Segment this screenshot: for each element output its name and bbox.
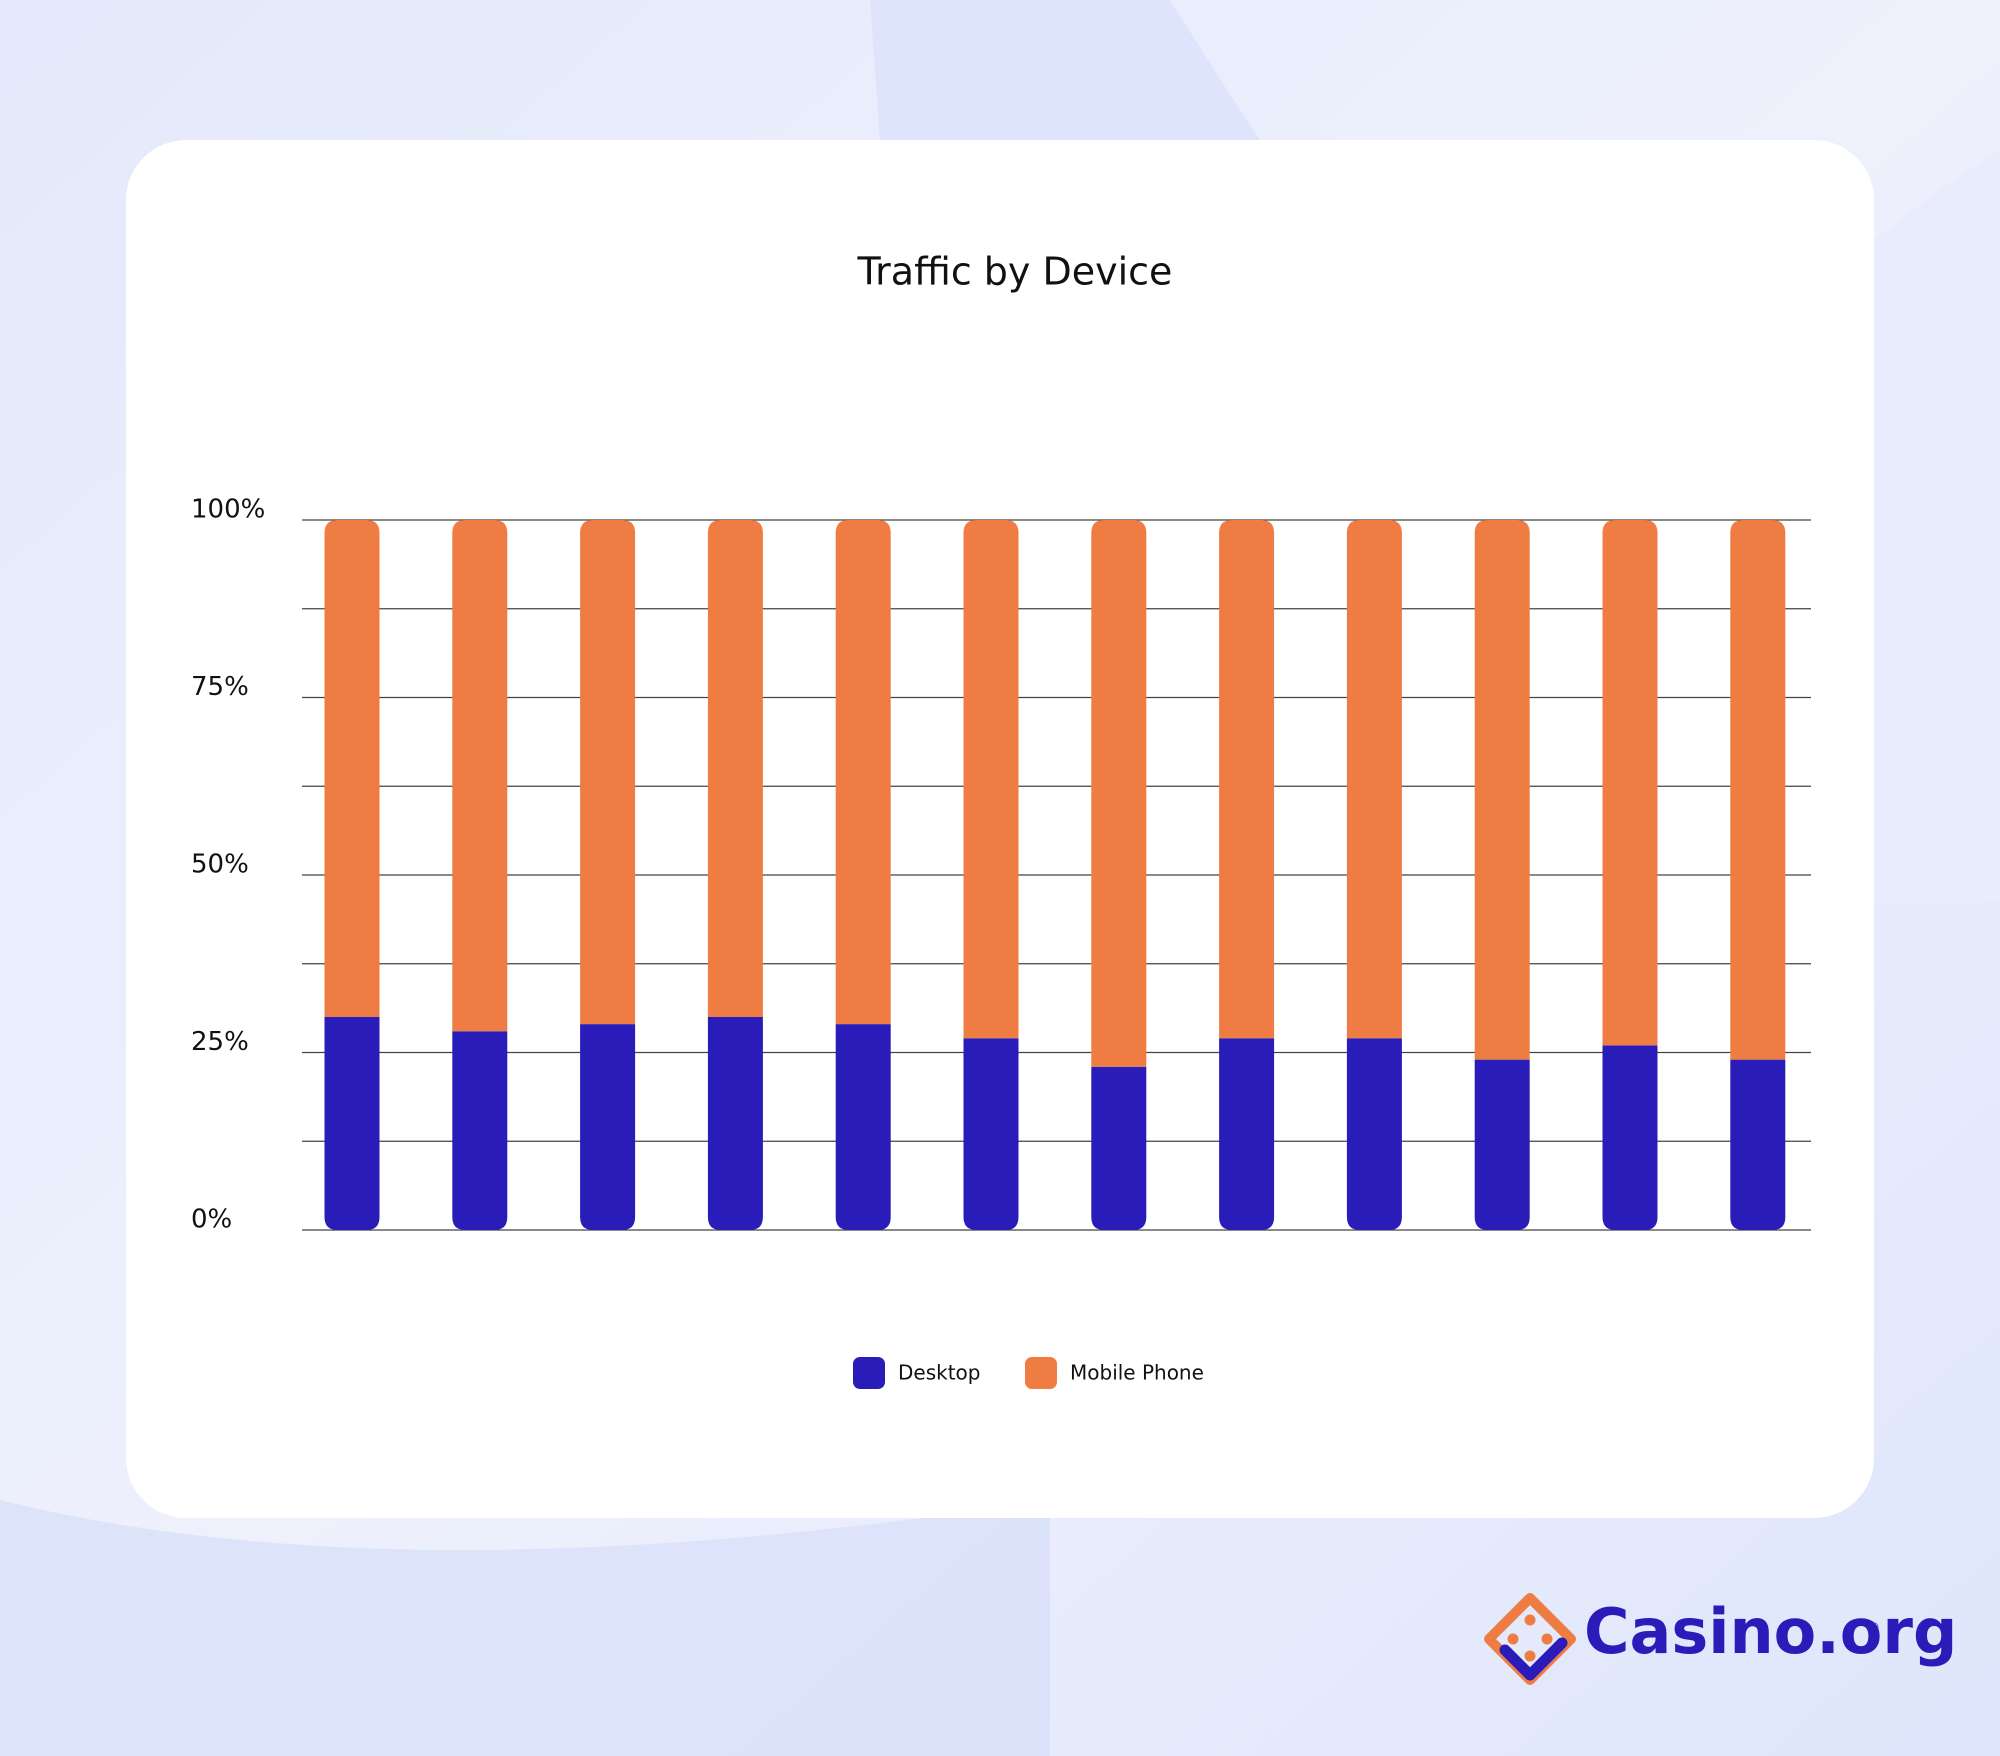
bar-segment [707,520,763,1017]
brand-mark: ® [1868,1621,1880,1635]
logo-dot [1541,1633,1553,1645]
bg-shape [1874,150,2000,900]
bar-segment [452,1031,508,1230]
bg-shape [0,1500,1050,1756]
chart-title: Traffic by Device [857,250,1173,294]
y-tick-label: 75% [191,672,249,702]
bar-segment [1474,520,1530,1060]
bar-segment [1602,1045,1658,1230]
legend-label: Desktop [898,1361,980,1385]
legend-swatch [853,1357,885,1389]
bar-segment [1730,1059,1786,1230]
bar-segment [1346,520,1402,1039]
bar-segment [1091,520,1147,1067]
bar-segment [1091,1066,1147,1230]
bar-segment [580,1024,636,1230]
bar-segment [835,1024,891,1230]
bar-segment [324,1017,380,1230]
bar-segment [324,520,380,1017]
bar-segment [1346,1038,1402,1230]
brand-name: Casino.org [1584,1595,1957,1668]
y-tick-label: 0% [191,1205,232,1235]
bar-segment [1219,520,1275,1039]
y-tick-label: 50% [191,850,249,880]
bar-segment [1474,1059,1530,1230]
bar-segment [580,520,636,1025]
bar-segment [835,520,891,1025]
bar-segment [1602,520,1658,1046]
bar-segment [963,1038,1019,1230]
bar-segment [1219,1038,1275,1230]
bg-shape [870,0,1260,140]
bar-segment [707,1017,763,1230]
logo-chevron [1499,1637,1568,1681]
legend-swatch [1025,1357,1057,1389]
y-tick-label: 100% [191,495,265,525]
bar-segment [963,520,1019,1039]
logo-dot [1524,1614,1536,1626]
logo: Casino.org ® [1484,1593,1957,1685]
logo-dot [1507,1633,1519,1645]
y-tick-label: 25% [191,1027,249,1057]
logo-dot [1524,1650,1536,1662]
bar-segment [1730,520,1786,1060]
legend-label: Mobile Phone [1070,1361,1204,1385]
bar-segment [452,520,508,1032]
